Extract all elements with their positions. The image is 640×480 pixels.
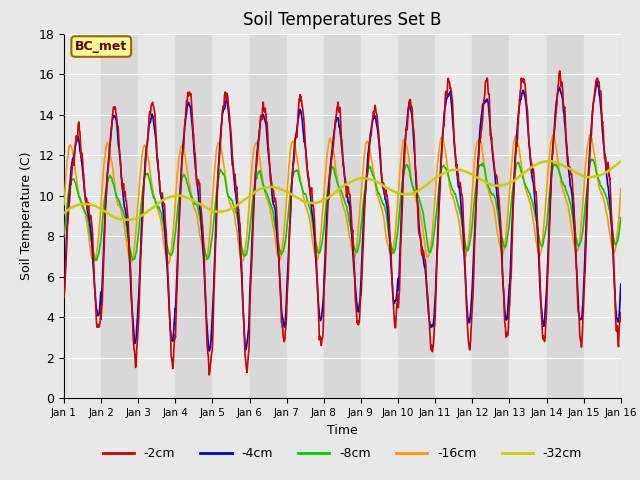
Title: Soil Temperatures Set B: Soil Temperatures Set B [243,11,442,29]
Bar [547,34,584,398]
Bar [435,34,472,398]
Bar [101,34,138,398]
X-axis label: Time: Time [327,424,358,437]
Text: BC_met: BC_met [75,40,127,53]
Bar [64,34,101,398]
Bar [584,34,621,398]
Bar [250,34,287,398]
Bar [324,34,361,398]
Bar [398,34,435,398]
Bar [509,34,547,398]
Bar [287,34,324,398]
Bar [138,34,175,398]
Y-axis label: Soil Temperature (C): Soil Temperature (C) [20,152,33,280]
Bar [361,34,398,398]
Bar [212,34,250,398]
Legend: -2cm, -4cm, -8cm, -16cm, -32cm: -2cm, -4cm, -8cm, -16cm, -32cm [97,442,588,465]
Bar [175,34,212,398]
Bar [472,34,509,398]
